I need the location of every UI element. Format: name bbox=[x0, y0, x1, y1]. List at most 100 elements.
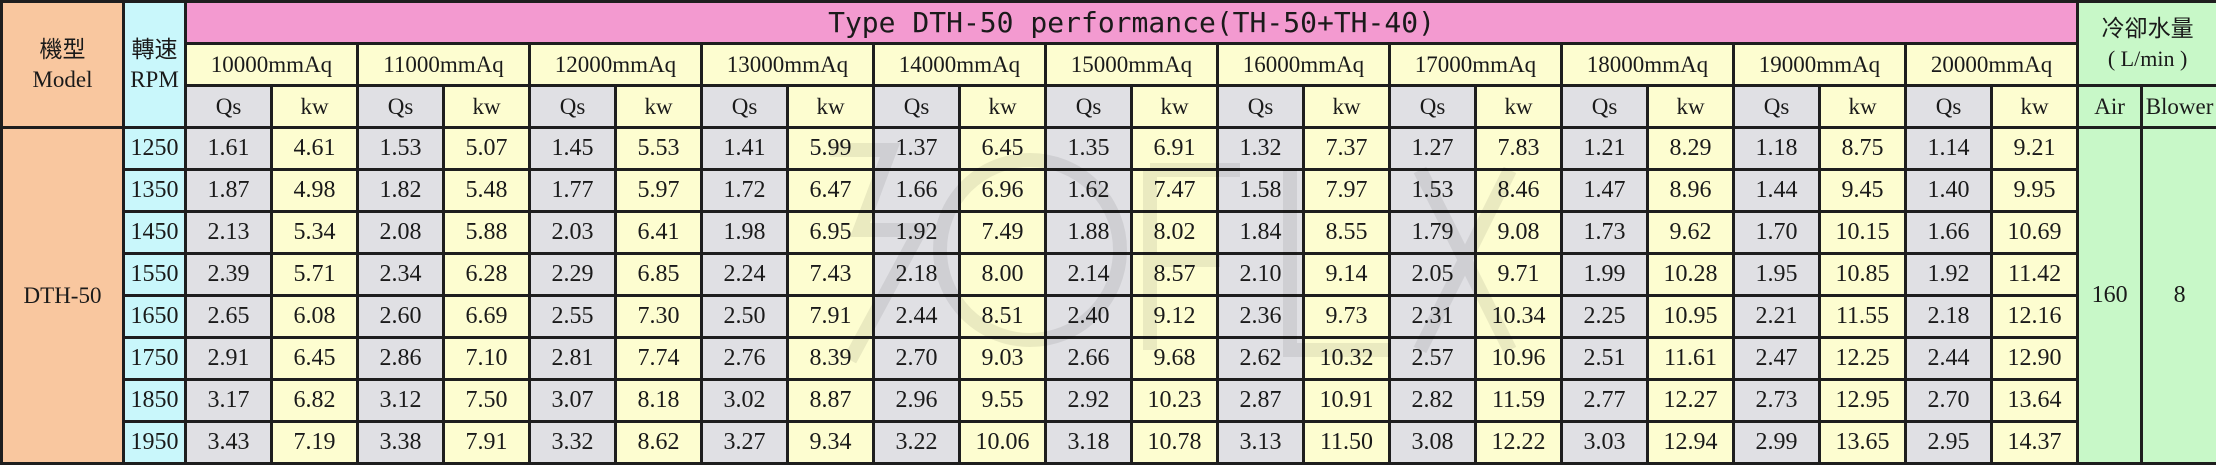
qs-value: 2.66 bbox=[1046, 338, 1132, 380]
kw-value: 13.65 bbox=[1820, 422, 1906, 464]
kw-value: 10.85 bbox=[1820, 254, 1906, 296]
kw-value: 6.82 bbox=[272, 380, 358, 422]
rpm-value: 1550 bbox=[124, 254, 186, 296]
qs-value: 3.07 bbox=[530, 380, 616, 422]
kw-value: 10.78 bbox=[1132, 422, 1218, 464]
kw-value: 9.34 bbox=[788, 422, 874, 464]
pressure-header: 20000mmAq bbox=[1906, 44, 2078, 86]
header-row-title: 機型 Model 轉速 RPM Type DTH-50 performance(… bbox=[2, 2, 2216, 44]
qs-value: 3.17 bbox=[186, 380, 272, 422]
kw-value: 9.95 bbox=[1992, 170, 2078, 212]
pressure-header: 14000mmAq bbox=[874, 44, 1046, 86]
qs-value: 3.03 bbox=[1562, 422, 1648, 464]
qs-value: 2.31 bbox=[1390, 296, 1476, 338]
qs-value: 3.27 bbox=[702, 422, 788, 464]
kw-value: 5.48 bbox=[444, 170, 530, 212]
rpm-value: 1350 bbox=[124, 170, 186, 212]
qs-value: 2.62 bbox=[1218, 338, 1304, 380]
qs-header: Qs bbox=[874, 86, 960, 128]
kw-value: 11.61 bbox=[1648, 338, 1734, 380]
qs-value: 2.18 bbox=[874, 254, 960, 296]
qs-value: 2.08 bbox=[358, 212, 444, 254]
kw-value: 6.95 bbox=[788, 212, 874, 254]
kw-value: 9.14 bbox=[1304, 254, 1390, 296]
kw-value: 8.00 bbox=[960, 254, 1046, 296]
qs-value: 1.53 bbox=[1390, 170, 1476, 212]
kw-value: 9.62 bbox=[1648, 212, 1734, 254]
qs-header: Qs bbox=[1734, 86, 1820, 128]
qs-header: Qs bbox=[1906, 86, 1992, 128]
kw-header: kw bbox=[1304, 86, 1390, 128]
kw-value: 8.29 bbox=[1648, 128, 1734, 170]
kw-value: 12.25 bbox=[1820, 338, 1906, 380]
qs-value: 1.47 bbox=[1562, 170, 1648, 212]
pressure-header: 16000mmAq bbox=[1218, 44, 1390, 86]
qs-value: 1.58 bbox=[1218, 170, 1304, 212]
kw-header: kw bbox=[1648, 86, 1734, 128]
kw-header: kw bbox=[1820, 86, 1906, 128]
model-value: DTH-50 bbox=[2, 128, 124, 464]
kw-value: 5.88 bbox=[444, 212, 530, 254]
rpm-value: 1850 bbox=[124, 380, 186, 422]
qs-value: 1.92 bbox=[874, 212, 960, 254]
rpm-value: 1250 bbox=[124, 128, 186, 170]
cooling-header-unit: ( L/min ) bbox=[2108, 46, 2187, 71]
kw-value: 8.87 bbox=[788, 380, 874, 422]
pressure-header: 12000mmAq bbox=[530, 44, 702, 86]
qs-value: 1.41 bbox=[702, 128, 788, 170]
qs-value: 2.24 bbox=[702, 254, 788, 296]
qs-value: 1.92 bbox=[1906, 254, 1992, 296]
kw-value: 12.16 bbox=[1992, 296, 2078, 338]
qs-value: 1.62 bbox=[1046, 170, 1132, 212]
qs-value: 1.82 bbox=[358, 170, 444, 212]
kw-value: 6.28 bbox=[444, 254, 530, 296]
kw-value: 8.46 bbox=[1476, 170, 1562, 212]
rpm-header: 轉速 RPM bbox=[124, 2, 186, 128]
blower-header: Blower bbox=[2142, 86, 2216, 128]
qs-value: 1.95 bbox=[1734, 254, 1820, 296]
kw-value: 6.47 bbox=[788, 170, 874, 212]
kw-header: kw bbox=[1476, 86, 1562, 128]
rpm-header-zh: 轉速 bbox=[132, 37, 178, 62]
pressure-header: 15000mmAq bbox=[1046, 44, 1218, 86]
qs-value: 2.29 bbox=[530, 254, 616, 296]
kw-value: 5.34 bbox=[272, 212, 358, 254]
kw-value: 5.71 bbox=[272, 254, 358, 296]
table-title: Type DTH-50 performance(TH-50+TH-40) bbox=[186, 2, 2078, 44]
qs-value: 1.32 bbox=[1218, 128, 1304, 170]
kw-value: 9.21 bbox=[1992, 128, 2078, 170]
qs-value: 2.47 bbox=[1734, 338, 1820, 380]
kw-value: 10.69 bbox=[1992, 212, 2078, 254]
kw-value: 8.57 bbox=[1132, 254, 1218, 296]
kw-value: 13.64 bbox=[1992, 380, 2078, 422]
kw-value: 7.43 bbox=[788, 254, 874, 296]
kw-value: 11.42 bbox=[1992, 254, 2078, 296]
qs-value: 1.40 bbox=[1906, 170, 1992, 212]
kw-value: 6.91 bbox=[1132, 128, 1218, 170]
qs-value: 2.76 bbox=[702, 338, 788, 380]
kw-value: 6.96 bbox=[960, 170, 1046, 212]
kw-value: 9.71 bbox=[1476, 254, 1562, 296]
kw-value: 10.32 bbox=[1304, 338, 1390, 380]
kw-value: 8.18 bbox=[616, 380, 702, 422]
kw-value: 11.59 bbox=[1476, 380, 1562, 422]
kw-value: 10.06 bbox=[960, 422, 1046, 464]
qs-header: Qs bbox=[1046, 86, 1132, 128]
cooling-header-zh: 冷卻水量 bbox=[2102, 16, 2194, 41]
model-header-en: Model bbox=[32, 67, 92, 92]
qs-value: 2.82 bbox=[1390, 380, 1476, 422]
kw-value: 10.96 bbox=[1476, 338, 1562, 380]
kw-value: 7.91 bbox=[444, 422, 530, 464]
kw-value: 5.53 bbox=[616, 128, 702, 170]
qs-value: 1.98 bbox=[702, 212, 788, 254]
qs-value: 2.77 bbox=[1562, 380, 1648, 422]
qs-value: 1.45 bbox=[530, 128, 616, 170]
